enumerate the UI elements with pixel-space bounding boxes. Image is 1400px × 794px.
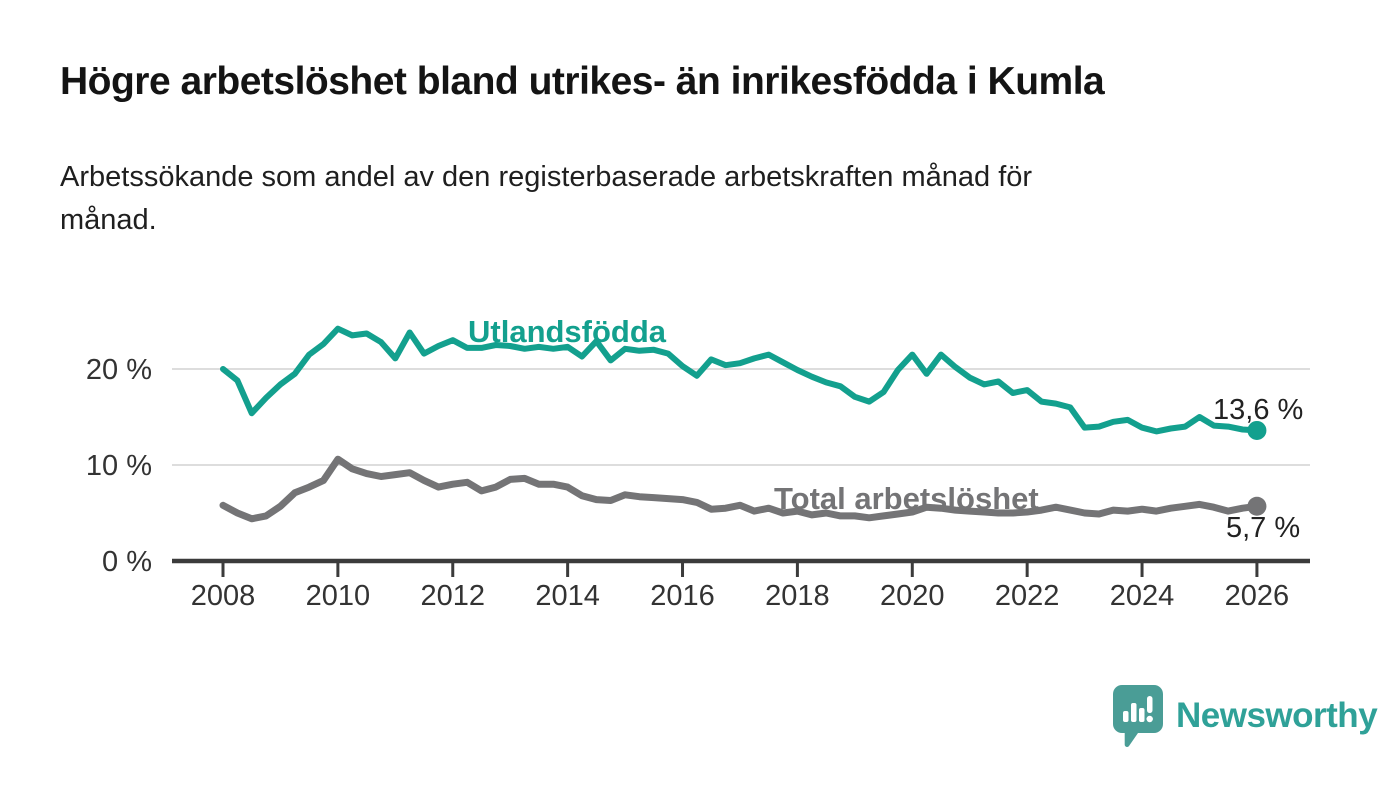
y-tick-label-10: 10 % — [86, 450, 152, 482]
x-tick-label-2026: 2026 — [1225, 580, 1290, 612]
x-tick-label-2010: 2010 — [306, 580, 371, 612]
end-value-label-utlandsfodda: 13,6 % — [1213, 394, 1304, 426]
x-tick-label-2020: 2020 — [880, 580, 945, 612]
series-line-total-arbetsl-shet — [219, 455, 1261, 523]
end-value-label-total: 5,7 % — [1226, 512, 1301, 544]
x-tick-label-2022: 2022 — [995, 580, 1060, 612]
series-label-total: Total arbetslöshet — [774, 481, 1039, 516]
series-end-dot-total-arbetsl-shet — [1247, 496, 1267, 516]
x-tick-label-2018: 2018 — [765, 580, 830, 612]
series-label-utlandsfodda: Utlandsfödda — [468, 314, 667, 349]
chart-subtitle: Arbetssökande som andel av den registerb… — [60, 161, 1033, 236]
series-end-dot-utlandsf-dda — [1247, 420, 1267, 440]
x-tick-label-2024: 2024 — [1110, 580, 1175, 612]
brand-logo: Newsworthy — [1112, 684, 1378, 748]
x-tick-label-2008: 2008 — [191, 580, 256, 612]
page-title: Högre arbetslöshet bland utrikes- än inr… — [60, 60, 1105, 103]
series-line-utlandsf-dda — [220, 325, 1260, 435]
x-tick-label-2012: 2012 — [421, 580, 486, 612]
y-tick-label-20: 20 % — [86, 354, 152, 386]
newsworthy-speech-bubble-icon — [1113, 685, 1163, 747]
x-tick-label-2016: 2016 — [650, 580, 715, 612]
brand-wordmark: Newsworthy — [1176, 696, 1378, 735]
y-tick-label-0: 0 % — [102, 546, 152, 578]
x-tick-label-2014: 2014 — [535, 580, 600, 612]
